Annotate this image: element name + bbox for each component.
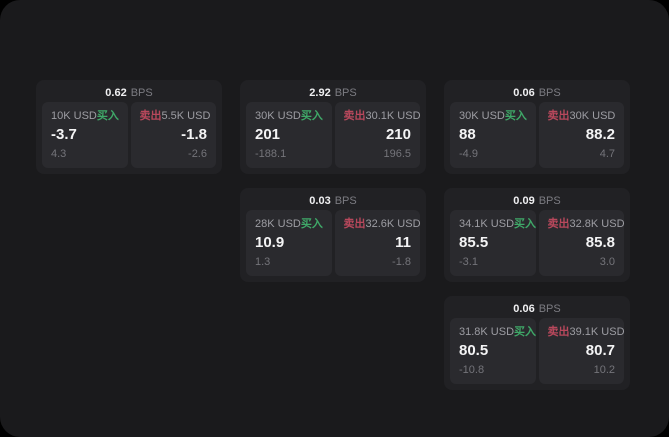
- buy-button[interactable]: 买入: [300, 110, 323, 122]
- buy-price: -3.7: [51, 126, 77, 143]
- buy-size-label: 31.8K USD: [459, 326, 515, 338]
- buy-button[interactable]: 买入: [514, 218, 537, 230]
- sell-price: 85.8: [585, 234, 615, 251]
- sell-delta: 10.2: [593, 364, 615, 376]
- sell-size-label: 5.5K USD: [161, 110, 211, 122]
- sell-size-label: 30K USD: [569, 110, 616, 122]
- bps-unit: BPS: [538, 195, 561, 207]
- buy-delta: -3.1: [459, 256, 478, 268]
- buy-delta: 4.3: [51, 148, 67, 160]
- sell-size-label: 30.1K USD: [365, 110, 421, 122]
- buy-panel[interactable]: 28K USD 买入 10.9 1.3: [246, 210, 332, 276]
- sell-size-label: 32.6K USD: [365, 218, 421, 230]
- sell-panel[interactable]: 卖出 32.6K USD 11 -1.8: [334, 210, 421, 276]
- sell-panel[interactable]: 卖出 5.5K USD -1.8 -2.6: [130, 102, 216, 168]
- bps-header: 0.06 BPS: [450, 300, 624, 318]
- buy-panel[interactable]: 30K USD 买入 201 -188.1: [246, 102, 332, 168]
- bps-unit: BPS: [334, 195, 357, 207]
- buy-price: 85.5: [459, 234, 489, 251]
- buy-delta: -10.8: [459, 364, 485, 376]
- sell-button[interactable]: 卖出: [343, 218, 366, 230]
- buy-price: 88: [459, 126, 476, 143]
- buy-button[interactable]: 买入: [300, 218, 323, 230]
- sell-delta: 196.5: [383, 148, 411, 160]
- bps-unit: BPS: [538, 303, 561, 315]
- sell-size-label: 39.1K USD: [569, 326, 625, 338]
- bps-value: 0.03: [309, 195, 331, 207]
- quote-card: 0.06 BPS 31.8K USD 买入 80.5 -10.8 卖出 39.1…: [444, 296, 630, 390]
- buy-button[interactable]: 买入: [514, 326, 537, 338]
- sell-button[interactable]: 卖出: [547, 110, 570, 122]
- quote-cards-grid: 0.62 BPS 10K USD 买入 -3.7 4.3 卖出 5.5K USD: [36, 80, 630, 390]
- buy-delta: -188.1: [255, 148, 287, 160]
- sell-price: 88.2: [585, 126, 615, 143]
- sell-button[interactable]: 卖出: [343, 110, 366, 122]
- bps-unit: BPS: [334, 87, 357, 99]
- bps-header: 0.09 BPS: [450, 192, 624, 210]
- sell-delta: 4.7: [599, 148, 615, 160]
- sell-panel[interactable]: 卖出 30K USD 88.2 4.7: [538, 102, 624, 168]
- quote-card: 2.92 BPS 30K USD 买入 201 -188.1 卖出 30.1K …: [240, 80, 426, 174]
- bps-unit: BPS: [538, 87, 561, 99]
- buy-panel[interactable]: 30K USD 买入 88 -4.9: [450, 102, 536, 168]
- buy-size-label: 30K USD: [459, 110, 505, 122]
- buy-delta: -4.9: [459, 148, 478, 160]
- quote-card: 0.09 BPS 34.1K USD 买入 85.5 -3.1 卖出 32.8K…: [444, 188, 630, 282]
- buy-size-label: 28K USD: [255, 218, 301, 230]
- buy-price: 10.9: [255, 234, 285, 251]
- sell-delta: -1.8: [392, 256, 411, 268]
- bps-header: 0.06 BPS: [450, 84, 624, 102]
- buy-size-label: 10K USD: [51, 110, 97, 122]
- sell-panel[interactable]: 卖出 30.1K USD 210 196.5: [334, 102, 421, 168]
- bps-header: 2.92 BPS: [246, 84, 420, 102]
- sell-panel[interactable]: 卖出 32.8K USD 85.8 3.0: [538, 210, 625, 276]
- buy-panel[interactable]: 31.8K USD 买入 80.5 -10.8: [450, 318, 536, 384]
- buy-price: 80.5: [459, 342, 489, 359]
- sell-size-label: 32.8K USD: [569, 218, 625, 230]
- sell-price: 210: [385, 126, 411, 143]
- buy-button[interactable]: 买入: [504, 110, 527, 122]
- sell-panel[interactable]: 卖出 39.1K USD 80.7 10.2: [538, 318, 625, 384]
- bps-value: 2.92: [309, 87, 331, 99]
- sell-price: 80.7: [585, 342, 615, 359]
- quote-card: 0.62 BPS 10K USD 买入 -3.7 4.3 卖出 5.5K USD: [36, 80, 222, 174]
- bps-value: 0.62: [105, 87, 127, 99]
- sell-button[interactable]: 卖出: [547, 218, 570, 230]
- quote-card: 0.03 BPS 28K USD 买入 10.9 1.3 卖出 32.6K US…: [240, 188, 426, 282]
- sell-price: 11: [395, 234, 411, 251]
- sell-button[interactable]: 卖出: [547, 326, 570, 338]
- bps-value: 0.06: [513, 87, 535, 99]
- bps-header: 0.62 BPS: [42, 84, 216, 102]
- sell-button[interactable]: 卖出: [139, 110, 162, 122]
- buy-size-label: 34.1K USD: [459, 218, 515, 230]
- quote-card: 0.06 BPS 30K USD 买入 88 -4.9 卖出 30K USD: [444, 80, 630, 174]
- buy-panel[interactable]: 34.1K USD 买入 85.5 -3.1: [450, 210, 536, 276]
- bps-value: 0.09: [513, 195, 535, 207]
- bps-header: 0.03 BPS: [246, 192, 420, 210]
- bps-unit: BPS: [130, 87, 153, 99]
- sell-delta: 3.0: [599, 256, 615, 268]
- sell-price: -1.8: [181, 126, 207, 143]
- bps-value: 0.06: [513, 303, 535, 315]
- buy-size-label: 30K USD: [255, 110, 301, 122]
- buy-panel[interactable]: 10K USD 买入 -3.7 4.3: [42, 102, 128, 168]
- sell-delta: -2.6: [188, 148, 207, 160]
- buy-delta: 1.3: [255, 256, 271, 268]
- buy-price: 201: [255, 126, 281, 143]
- buy-button[interactable]: 买入: [96, 110, 119, 122]
